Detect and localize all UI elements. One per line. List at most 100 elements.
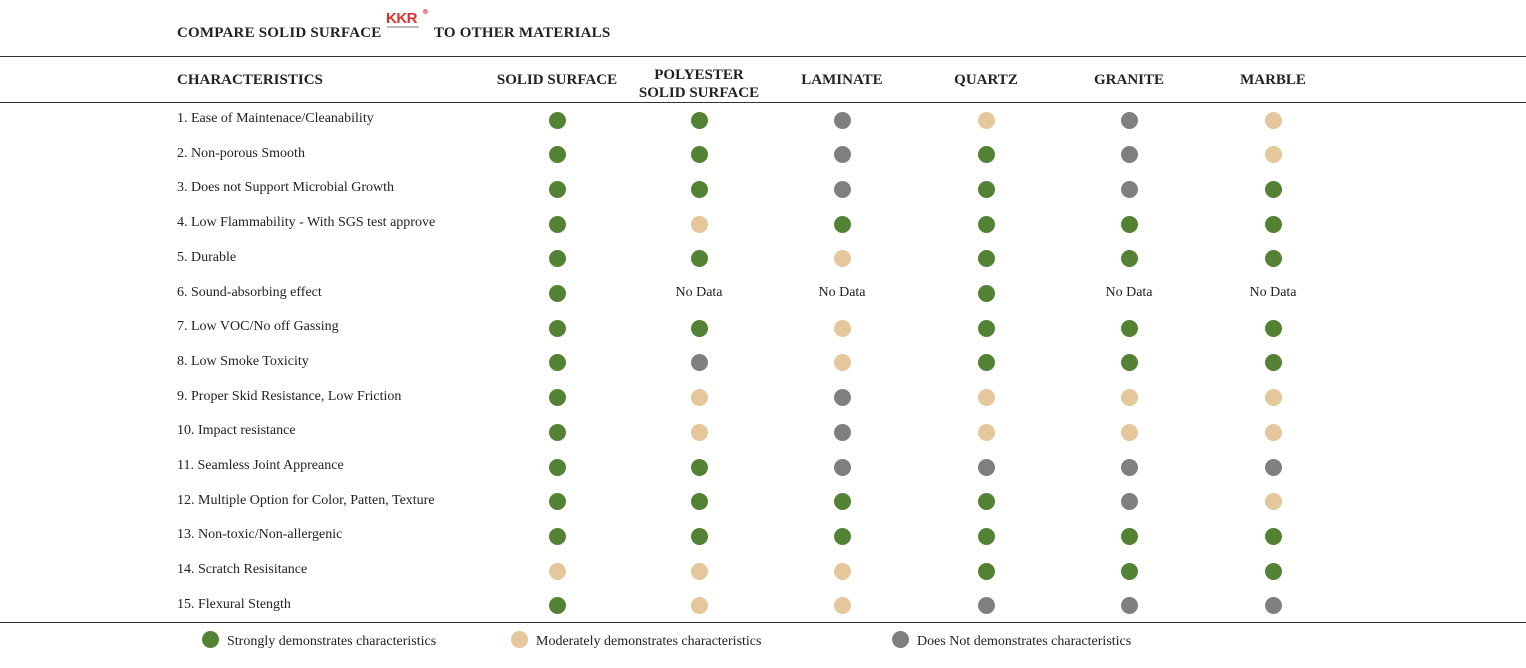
legend-moderate: Moderately demonstrates characteristics bbox=[511, 631, 761, 650]
legend-strong: Strongly demonstrates characteristics bbox=[202, 631, 436, 650]
rating-dot-strong bbox=[548, 180, 566, 198]
kkr-logo: KKR ® bbox=[384, 8, 430, 36]
rating-dot-strong bbox=[548, 354, 566, 372]
header-divider bbox=[0, 102, 1526, 103]
legend-moderate-label: Moderately demonstrates characteristics bbox=[536, 634, 762, 649]
legend-moderate-dot bbox=[511, 631, 528, 648]
rating-dot-strong bbox=[977, 562, 995, 580]
rating-dot-moderate bbox=[1264, 423, 1282, 441]
rating-dot-none bbox=[833, 389, 851, 407]
rating-dot-none bbox=[1264, 458, 1282, 476]
row-label: 5. Durable bbox=[177, 249, 237, 265]
rating-dot-strong bbox=[690, 146, 708, 164]
column-header-0: SOLID SURFACE bbox=[482, 71, 632, 89]
registered-mark: ® bbox=[422, 8, 430, 16]
rating-dot-strong bbox=[548, 285, 566, 302]
rating-dot-strong bbox=[977, 527, 995, 545]
rating-dot-none bbox=[977, 597, 995, 615]
rating-dot-strong bbox=[1120, 527, 1138, 545]
rating-dot-none bbox=[1120, 493, 1138, 511]
no-data-text: No Data bbox=[818, 284, 866, 300]
rating-dot-strong bbox=[548, 597, 566, 615]
rating-dot-moderate bbox=[690, 562, 708, 580]
top-divider bbox=[0, 56, 1526, 57]
rating-dot-strong bbox=[548, 250, 566, 268]
rating-dot-none bbox=[1120, 180, 1138, 198]
row-label: 7. Low VOC/No off Gassing bbox=[177, 319, 339, 335]
bottom-divider bbox=[0, 622, 1526, 623]
rating-dot-strong bbox=[548, 215, 566, 233]
rating-dot-none bbox=[833, 458, 851, 476]
rating-dot-strong bbox=[690, 111, 708, 129]
column-header-line1: GRANITE bbox=[1093, 72, 1164, 88]
rating-dot-moderate bbox=[1264, 389, 1282, 407]
no-data-text: No Data bbox=[1249, 284, 1297, 300]
legend-strong-dot bbox=[202, 631, 219, 648]
row-label: 10. Impact resistance bbox=[177, 423, 296, 439]
rating-dot-moderate bbox=[833, 562, 851, 580]
rating-dot-moderate bbox=[977, 423, 995, 441]
rating-dot-moderate bbox=[1264, 493, 1282, 511]
rating-dot-moderate bbox=[833, 354, 851, 372]
no-data-text: No Data bbox=[675, 284, 723, 300]
row-label: 12. Multiple Option for Color, Patten, T… bbox=[177, 492, 435, 508]
rating-dot-moderate bbox=[977, 389, 995, 407]
rating-dot-strong bbox=[1120, 250, 1138, 268]
rating-dot-moderate bbox=[1120, 423, 1138, 441]
logo-text: KKR bbox=[386, 10, 418, 27]
rating-dot-moderate bbox=[690, 389, 708, 407]
rating-dot-strong bbox=[1264, 319, 1282, 337]
row-label: 9. Proper Skid Resistance, Low Friction bbox=[177, 388, 402, 404]
header-characteristics: CHARACTERISTICS bbox=[177, 72, 323, 88]
rating-dot-strong bbox=[548, 423, 566, 441]
row-label: 11. Seamless Joint Appreance bbox=[177, 458, 344, 473]
rating-dot-strong bbox=[690, 527, 708, 545]
rating-dot-none bbox=[1120, 111, 1138, 129]
rating-dot-none bbox=[1120, 146, 1138, 164]
legend-none-label: Does Not demonstrates characteristics bbox=[917, 634, 1132, 649]
rating-dot-strong bbox=[1120, 354, 1138, 372]
row-label: 8. Low Smoke Toxicity bbox=[177, 353, 309, 369]
rating-dot-strong bbox=[977, 250, 995, 268]
rating-dot-strong bbox=[1264, 180, 1282, 198]
column-header-5: MARBLE bbox=[1198, 71, 1348, 89]
rating-dot-strong bbox=[1120, 215, 1138, 233]
rating-dot-moderate bbox=[690, 215, 708, 233]
rating-dot-moderate bbox=[690, 423, 708, 441]
rating-dot-none bbox=[1120, 597, 1138, 615]
row-label: 6. Sound-absorbing effect bbox=[177, 284, 322, 300]
row-label: 1. Ease of Maintenace/Cleanability bbox=[177, 111, 374, 126]
column-header-line2: SOLID SURFACE bbox=[638, 85, 760, 101]
rating-dot-strong bbox=[833, 527, 851, 545]
legend-none-dot bbox=[892, 631, 909, 648]
rating-dot-strong bbox=[977, 285, 995, 302]
title-part1: COMPARE SOLID SURFACE bbox=[177, 25, 382, 41]
logo-underline bbox=[387, 26, 419, 28]
rating-dot-none bbox=[1264, 597, 1282, 615]
rating-dot-strong bbox=[548, 111, 566, 129]
rating-dot-none bbox=[977, 458, 995, 476]
rating-dot-strong bbox=[977, 493, 995, 511]
rating-dot-strong bbox=[548, 389, 566, 407]
rating-dot-none bbox=[690, 354, 708, 372]
rating-dot-strong bbox=[548, 458, 566, 476]
column-header-line1: POLYESTER bbox=[654, 67, 744, 83]
column-header-line1: LAMINATE bbox=[801, 72, 883, 88]
column-header-line1: MARBLE bbox=[1240, 72, 1306, 88]
rating-dot-strong bbox=[690, 250, 708, 268]
rating-dot-strong bbox=[977, 319, 995, 337]
column-header-line1: QUARTZ bbox=[954, 72, 1018, 88]
rating-dot-moderate bbox=[548, 562, 566, 580]
rating-dot-moderate bbox=[1264, 111, 1282, 129]
rating-dot-none bbox=[1120, 458, 1138, 476]
rating-dot-strong bbox=[977, 146, 995, 164]
rating-dot-moderate bbox=[1264, 146, 1282, 164]
rating-dot-strong bbox=[548, 493, 566, 511]
rating-dot-strong bbox=[690, 319, 708, 337]
title-part2: TO OTHER MATERIALS bbox=[434, 25, 611, 41]
rating-dot-strong bbox=[1264, 562, 1282, 580]
rating-dot-none bbox=[833, 423, 851, 441]
column-header-line1: SOLID SURFACE bbox=[496, 72, 618, 88]
row-label: 14. Scratch Resisitance bbox=[177, 562, 308, 578]
no-data-text: No Data bbox=[1105, 284, 1153, 300]
